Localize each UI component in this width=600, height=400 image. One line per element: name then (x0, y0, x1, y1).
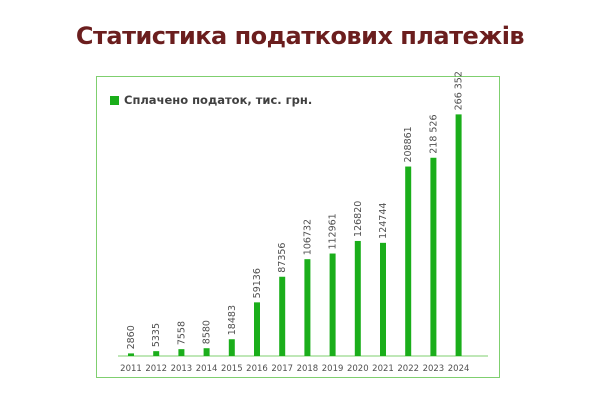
x-tick-label-2017: 2017 (271, 364, 293, 374)
x-tick-label-2019: 2019 (322, 364, 344, 374)
x-tick-label-2020: 2020 (347, 364, 369, 374)
x-tick-label-2016: 2016 (246, 364, 268, 374)
legend-label: Сплачено податок, тис. грн. (124, 93, 313, 107)
chart-legend: Сплачено податок, тис. грн. (110, 93, 312, 107)
data-label-2015: 18483 (227, 305, 238, 335)
data-label-2024: 266 352 (454, 71, 465, 110)
x-tick-label-2021: 2021 (372, 364, 394, 374)
x-tick-label-2012: 2012 (145, 364, 167, 374)
bar-2015 (228, 339, 235, 356)
page-title: Статистика податкових платежів (75, 22, 525, 50)
x-tick-label-2024: 2024 (448, 364, 470, 374)
data-label-2011: 2860 (126, 325, 137, 349)
data-label-2012: 5335 (151, 323, 162, 347)
bar-2023 (430, 157, 437, 356)
data-label-2017: 87356 (277, 243, 288, 273)
data-label-2020: 126820 (353, 201, 364, 237)
data-label-2022: 208861 (403, 126, 414, 162)
bar-2018 (304, 259, 311, 356)
data-label-2018: 106732 (302, 219, 313, 255)
bar-2019 (329, 253, 336, 356)
bar-2014 (203, 348, 210, 356)
x-tick-label-2013: 2013 (171, 364, 193, 374)
x-tick-label-2014: 2014 (196, 364, 218, 374)
x-tick-label-2015: 2015 (221, 364, 243, 374)
bar-2011 (128, 353, 134, 356)
data-label-2014: 8580 (202, 320, 213, 344)
data-label-2023: 218 526 (428, 114, 439, 153)
bar-2012 (153, 351, 160, 356)
bar-2017 (279, 276, 286, 356)
chart-frame (96, 76, 500, 378)
data-label-2016: 59136 (252, 268, 263, 298)
x-tick-label-2018: 2018 (297, 364, 319, 374)
x-tick-label-2011: 2011 (120, 364, 142, 374)
data-label-2013: 7558 (176, 321, 187, 345)
x-tick-label-2023: 2023 (423, 364, 445, 374)
bar-2021 (380, 242, 386, 356)
data-label-2019: 112961 (328, 213, 339, 249)
bar-2022 (405, 166, 412, 356)
data-label-2021: 124744 (378, 203, 389, 239)
bar-2020 (354, 240, 361, 356)
bar-2016 (254, 302, 260, 356)
x-tick-label-2022: 2022 (397, 364, 419, 374)
legend-swatch (110, 95, 119, 105)
bar-2024 (455, 114, 462, 357)
bar-2013 (178, 349, 185, 356)
